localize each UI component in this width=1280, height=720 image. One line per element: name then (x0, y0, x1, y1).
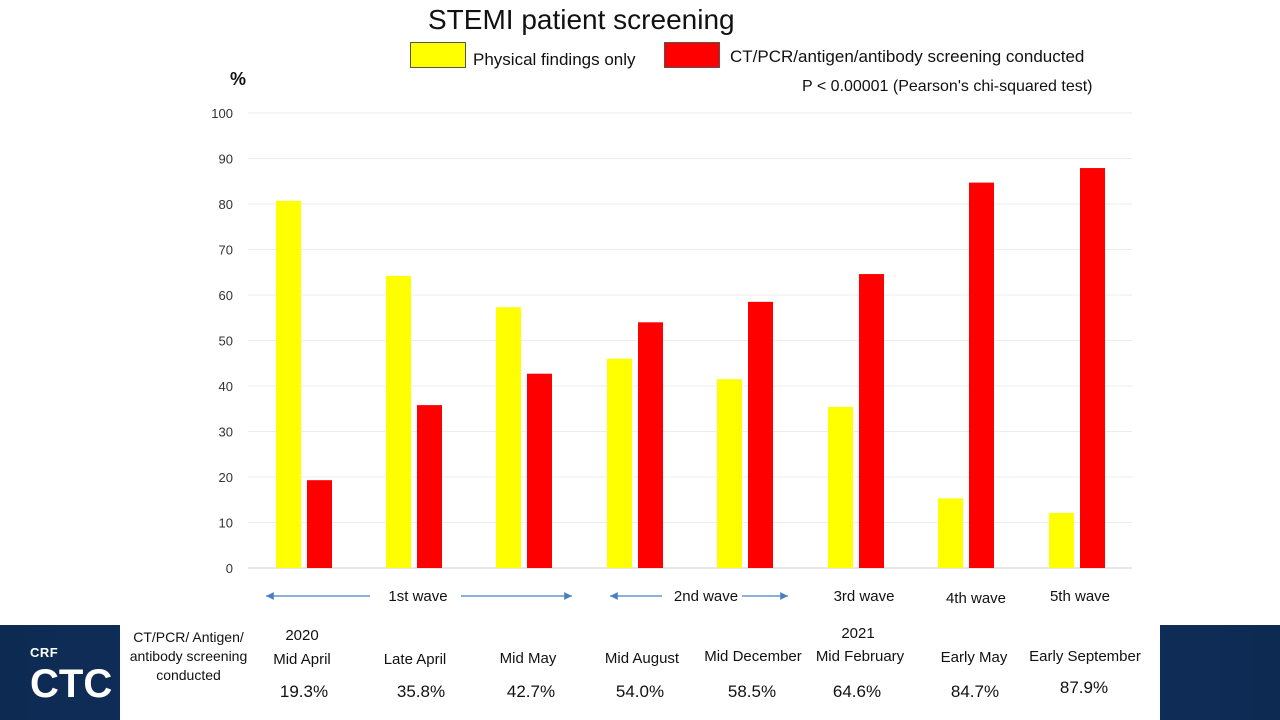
y-tick-label: 50 (219, 334, 233, 349)
bar (496, 307, 521, 568)
legend-swatch-screening (664, 42, 720, 68)
year-label: 2020 (285, 627, 319, 644)
table-value: 87.9% (1059, 678, 1109, 697)
table-value: 64.6% (832, 682, 882, 701)
y-tick-label: 100 (211, 106, 233, 121)
table-panel (120, 612, 1160, 720)
y-axis-label: % (230, 69, 247, 89)
category-label: Late April (383, 651, 447, 668)
table-row-label: CT/PCR/ Antigen/ antibody screening cond… (129, 629, 248, 683)
bar (638, 322, 663, 568)
category-label: Mid December (704, 648, 802, 665)
bar (607, 358, 632, 568)
bar (527, 373, 552, 568)
y-tick-label: 30 (219, 425, 233, 440)
bar (969, 182, 994, 569)
y-tick-label: 80 (219, 197, 233, 212)
wave-label: 1st wave (388, 588, 447, 605)
bar (938, 498, 963, 568)
logo-ctc-text: CTC (30, 662, 113, 706)
bar (276, 200, 301, 568)
wave-label: 3rd wave (834, 588, 895, 605)
bar (828, 406, 853, 568)
category-label: Mid February (815, 648, 905, 665)
legend-swatch-physical (410, 42, 466, 68)
bar (307, 480, 332, 568)
category-label: Early September (1029, 648, 1141, 665)
bar (386, 275, 411, 568)
logo-crf-text: CRF (30, 645, 59, 660)
chart-title: STEMI patient screening (428, 4, 735, 35)
y-tick-label: 10 (219, 516, 233, 531)
y-tick-label: 40 (219, 379, 233, 394)
bar (748, 301, 773, 568)
category-label: Mid May (499, 650, 557, 667)
legend-label-screening: CT/PCR/antigen/antibody screening conduc… (730, 47, 1085, 66)
y-tick-label: 70 (219, 243, 233, 258)
bar (1049, 512, 1074, 568)
table-value: 58.5% (727, 682, 777, 701)
bar (859, 274, 884, 568)
year-label: 2021 (841, 625, 875, 642)
bar (1080, 168, 1105, 568)
legend-label-physical: Physical findings only (473, 50, 636, 69)
table-value: 54.0% (615, 682, 665, 701)
p-value-annotation: P < 0.00001 (Pearson's chi-squared test) (802, 78, 1093, 95)
y-tick-label: 60 (219, 288, 233, 303)
table-value: 19.3% (279, 682, 329, 701)
wave-label: 4th wave (946, 590, 1006, 607)
table-value: 35.8% (396, 682, 446, 701)
category-label: Mid August (604, 650, 680, 667)
crf-ctc-logo: CRF CTC (30, 645, 112, 704)
y-tick-label: 90 (219, 152, 233, 167)
category-label: Early May (940, 649, 1008, 666)
wave-label: 2nd wave (674, 588, 738, 605)
bar (717, 379, 742, 568)
wave-label: 5th wave (1050, 588, 1110, 605)
y-tick-label: 0 (226, 561, 233, 576)
table-value: 42.7% (506, 682, 556, 701)
y-tick-label: 20 (219, 470, 233, 485)
bar (417, 405, 442, 568)
category-label: Mid April (273, 651, 331, 668)
table-value: 84.7% (950, 682, 1000, 701)
